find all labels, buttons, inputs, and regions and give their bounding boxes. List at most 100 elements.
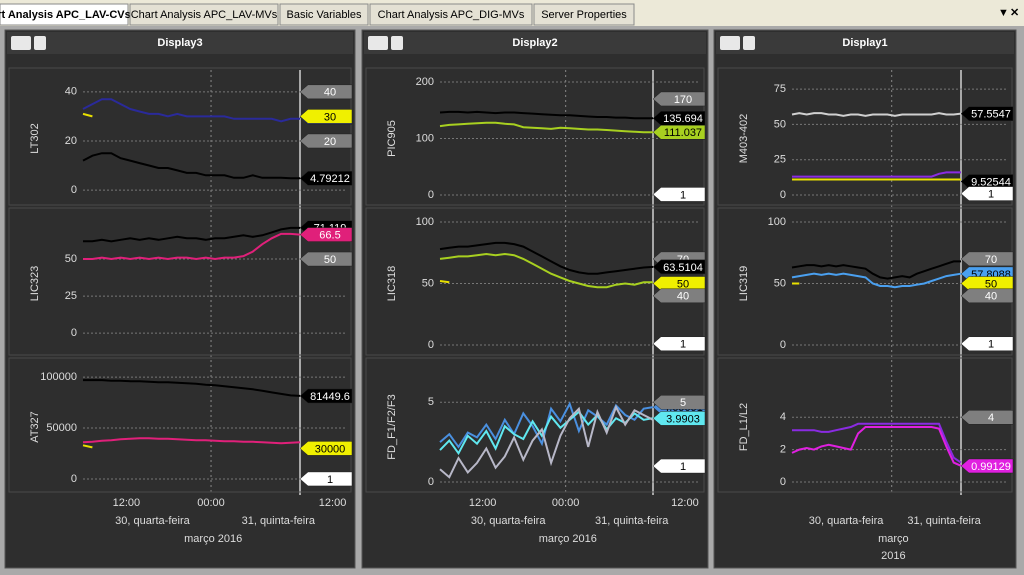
y-axis-label: LIC323 <box>29 266 41 301</box>
flag-label: 170 <box>674 94 692 106</box>
flag-label: 50 <box>677 278 689 290</box>
chart-frame <box>8 357 352 493</box>
y-axis-label: LIC319 <box>738 266 750 301</box>
value-flag <box>960 251 1014 267</box>
flag-label: 1 <box>680 189 686 201</box>
link-icon[interactable] <box>368 36 388 50</box>
close-icon[interactable]: ✕ <box>1010 7 1019 19</box>
month-label: março 2016 <box>539 533 597 545</box>
flag-label: 5 <box>680 397 686 409</box>
series-line <box>791 272 962 289</box>
y-tick-label: 0 <box>71 327 77 339</box>
link-icon[interactable] <box>720 36 740 50</box>
value-flag <box>652 458 706 474</box>
day-label: 30, quarta-feira <box>471 515 546 527</box>
panel <box>361 29 709 569</box>
tab-label[interactable]: Server Properties <box>541 9 627 21</box>
flag-label: 57.5547 <box>971 109 1011 121</box>
y-tick-label: 200 <box>416 76 434 88</box>
flag-label: 20 <box>324 136 336 148</box>
value-flag <box>652 411 706 426</box>
flag-label: 111.037 <box>664 127 702 139</box>
value-flag <box>652 336 706 352</box>
tab[interactable] <box>129 3 279 26</box>
series-line <box>439 404 654 479</box>
flag-label: 30000 <box>315 443 346 455</box>
flag-label: 40 <box>324 87 336 99</box>
dropdown-icon[interactable]: ▼ <box>998 7 1009 19</box>
person-icon[interactable] <box>391 36 403 50</box>
series-line <box>792 422 962 464</box>
flag-label: 1 <box>327 474 333 486</box>
value-flag <box>299 388 353 404</box>
flag-label: 50 <box>324 254 336 266</box>
tab-label[interactable]: rt Analysis APC_LAV-CVs <box>0 9 131 21</box>
chart-frame <box>717 67 1013 206</box>
tab[interactable] <box>533 3 635 26</box>
tab-label[interactable]: Basic Variables <box>287 9 362 21</box>
tab-label[interactable]: Chart Analysis APC_DIG-MVs <box>378 9 525 21</box>
day-label: 31, quinta-feira <box>242 515 316 527</box>
value-flag <box>652 276 706 291</box>
panel-title: Display3 <box>157 37 202 49</box>
tab[interactable] <box>279 3 369 26</box>
value-flag <box>652 111 706 126</box>
y-tick-label: 50 <box>422 277 434 289</box>
series-line <box>82 444 93 449</box>
y-tick-label: 25 <box>65 290 77 302</box>
flag-label: 0.99129 <box>971 461 1011 473</box>
value-flag <box>299 471 353 487</box>
y-tick-label: 0 <box>780 476 786 488</box>
flag-label: 1 <box>680 461 686 473</box>
y-tick-label: 100 <box>416 132 434 144</box>
series-line <box>791 112 962 117</box>
tab-label[interactable]: Chart Analysis APC_LAV-MVs <box>131 9 278 21</box>
tab[interactable] <box>0 3 129 26</box>
series-line <box>83 226 300 243</box>
panel-title: Display2 <box>512 37 557 49</box>
series-line <box>83 379 301 397</box>
series-line <box>439 252 653 289</box>
flag-label: 135.694 <box>663 113 703 125</box>
y-axis-label: LIC318 <box>386 266 398 301</box>
flag-label: 1 <box>988 339 994 351</box>
flag-label: 3.9903 <box>666 413 700 425</box>
chart-frame <box>8 207 352 356</box>
time-tick-label: 12:00 <box>113 497 141 509</box>
time-tick-label: 00:00 <box>197 497 225 509</box>
flag-label: 81449.6 <box>310 391 350 403</box>
value-flag <box>960 174 1014 189</box>
day-label: 31, quinta-feira <box>907 515 981 527</box>
flag-label: 4.79212 <box>310 173 350 185</box>
y-axis-label: M403-402 <box>738 114 750 164</box>
tab[interactable] <box>369 3 533 26</box>
series-line <box>83 232 301 261</box>
person-icon[interactable] <box>34 36 46 50</box>
y-tick-label: 4 <box>780 411 786 423</box>
y-tick-label: 0 <box>780 189 786 201</box>
series-line <box>82 437 301 445</box>
person-icon[interactable] <box>743 36 755 50</box>
value-flag <box>652 288 706 304</box>
series-line <box>82 152 300 180</box>
series-line <box>439 241 654 275</box>
value-flag <box>299 251 353 267</box>
value-flag <box>299 171 353 186</box>
flag-label: 40 <box>985 291 997 303</box>
y-tick-label: 20 <box>65 135 77 147</box>
y-axis-label: AT327 <box>29 411 41 443</box>
y-tick-label: 0 <box>71 184 77 196</box>
series-line <box>439 110 653 120</box>
series-line <box>82 98 300 123</box>
link-icon[interactable] <box>11 36 31 50</box>
y-tick-label: 2 <box>780 444 786 456</box>
value-flag <box>299 133 353 149</box>
value-flag <box>652 91 706 107</box>
value-flag <box>960 276 1014 291</box>
time-tick-label: 12:00 <box>319 497 347 509</box>
value-flag <box>299 84 353 100</box>
series-line <box>791 426 962 467</box>
y-tick-label: 50 <box>774 118 786 130</box>
